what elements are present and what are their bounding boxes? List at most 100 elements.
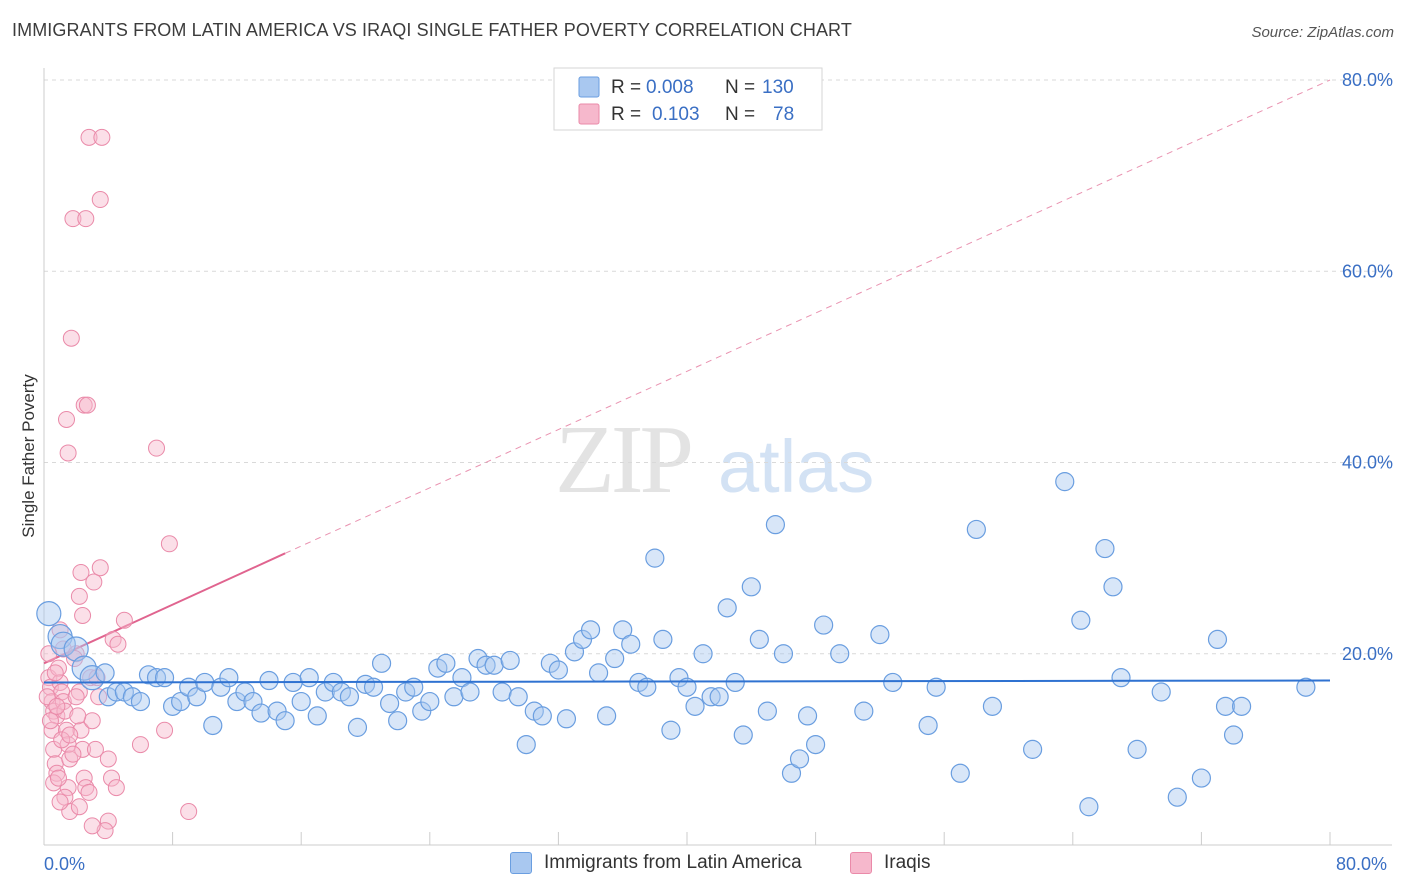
latin-america-point [380, 693, 400, 714]
iraqis-point [64, 210, 82, 228]
y-tick-label: 80.0% [1342, 70, 1393, 90]
latin-america-point [299, 668, 319, 688]
latin-america-point [436, 653, 456, 673]
iraqis-point [49, 659, 67, 677]
latin-america-point [243, 691, 263, 712]
latin-america-point [950, 763, 970, 783]
latin-america-point [870, 625, 890, 645]
legend-swatch-blue [510, 852, 532, 874]
latin-america-point [733, 725, 753, 745]
latin-america-point [50, 631, 76, 657]
iraqis-point [93, 128, 111, 146]
latin-america-point [267, 701, 287, 721]
latin-america-point [476, 655, 496, 675]
iraqis-point [148, 439, 166, 457]
iraqis-point [64, 745, 82, 763]
latin-america-point [484, 655, 504, 675]
latin-america-point [854, 701, 874, 721]
latin-america-point [540, 653, 560, 673]
latin-america-point [1296, 677, 1316, 697]
latin-america-point [532, 706, 552, 726]
latin-america-point [203, 715, 223, 736]
latin-america-point [605, 648, 625, 669]
iraqis-point [72, 721, 90, 739]
latin-america-point [677, 677, 697, 697]
latin-america-point [347, 717, 368, 737]
latin-america-point [219, 668, 239, 688]
latin-america-point [36, 600, 62, 627]
latin-america-trendline [43, 679, 1331, 684]
latin-america-point [259, 670, 279, 691]
y-axis-label: Single Father Poverty [19, 374, 38, 538]
iraqis-point [80, 128, 98, 146]
latin-america-point [588, 663, 609, 683]
latin-america-point [1079, 797, 1099, 817]
latin-america-point [1231, 696, 1252, 716]
latin-america-point [548, 660, 569, 680]
iraqis-point [180, 803, 198, 821]
iraqis-trendline [43, 79, 1331, 665]
latin-america-point [227, 691, 247, 712]
latin-america-point [63, 636, 89, 662]
latin-america-point [789, 749, 810, 769]
latin-america-point [1103, 577, 1123, 597]
iraqis-point [99, 750, 117, 768]
iraqis-point [58, 721, 76, 739]
iraqis-point [70, 683, 88, 701]
iraqis-point [74, 607, 92, 624]
legend-label-latin-america: Immigrants from Latin America [544, 852, 802, 873]
latin-america-point [805, 734, 826, 755]
stats-legend: R = 0.008 N = 130 R = 0.103 N = 78 [553, 67, 823, 131]
latin-america-point [982, 696, 1003, 716]
latin-america-point [717, 598, 737, 618]
watermark-zip: ZIP [555, 406, 690, 514]
iraqis-point [46, 664, 64, 682]
latin-america-point [1071, 610, 1091, 630]
latin-america-point [516, 734, 536, 755]
latin-america-point [291, 691, 311, 712]
latin-america-point [765, 515, 786, 535]
latin-america-point [1127, 739, 1147, 759]
iraqis-point [59, 444, 77, 462]
latin-america-point [339, 687, 360, 707]
iraqis-point [131, 736, 149, 754]
iraqis-point [77, 779, 95, 797]
latin-america-point [187, 687, 207, 707]
iraqis-point [70, 798, 88, 816]
iraqis-point [41, 712, 59, 730]
latin-america-point [363, 677, 384, 697]
latin-america-point [1095, 538, 1115, 559]
iraqis-point [80, 783, 98, 801]
iraqis-point [77, 210, 95, 228]
x-tick-label-max: 80.0% [1336, 854, 1387, 874]
iraqis-point [104, 630, 122, 648]
latin-america-points [36, 472, 1316, 817]
latin-america-point [709, 687, 729, 707]
latin-america-point [412, 701, 432, 721]
iraqis-point [69, 707, 87, 725]
iraqis-point [96, 822, 114, 840]
latin-america-point [830, 644, 850, 664]
latin-america-point [621, 634, 641, 654]
iraqis-point [49, 769, 67, 787]
stats-n-label-pink: N = [725, 104, 755, 125]
iraqis-point [67, 688, 85, 706]
latin-america-point [275, 711, 295, 731]
iraqis-point [107, 779, 125, 797]
legend-item-latin-america: Immigrants from Latin America [510, 852, 802, 874]
iraqis-point [109, 635, 127, 653]
latin-america-point [371, 653, 392, 673]
y-tick-label: 20.0% [1342, 644, 1393, 664]
latin-america-point [492, 682, 512, 702]
iraqis-point [61, 726, 79, 744]
iraqis-point [51, 621, 69, 639]
latin-america-point [918, 715, 938, 736]
iraqis-point [156, 721, 174, 739]
latin-america-point [1055, 472, 1075, 492]
latin-america-point [1215, 696, 1236, 716]
watermark: ZIP atlas [555, 406, 874, 514]
latin-america-point [926, 677, 946, 697]
latin-america-point [685, 696, 705, 716]
latin-america-point [1167, 787, 1187, 807]
latin-america-point [307, 706, 327, 726]
